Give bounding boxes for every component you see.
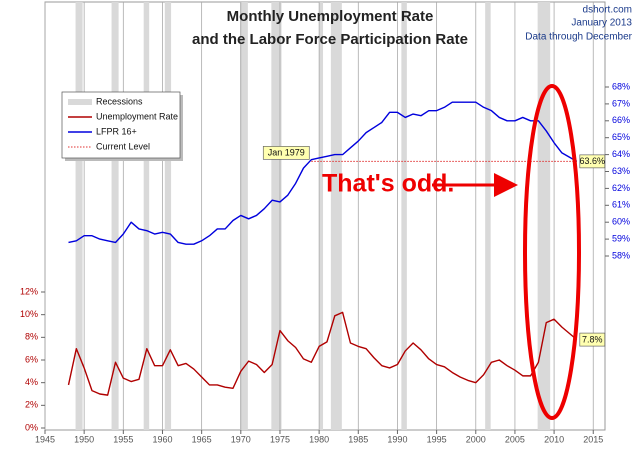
line-layer bbox=[67, 101, 578, 396]
source-note: January 2013 bbox=[571, 18, 632, 29]
x-tick-label: 1985 bbox=[348, 434, 368, 444]
annotation-layer: Jan 1979 63.6% 7.8% bbox=[262, 146, 606, 347]
source-note: Data through December bbox=[525, 32, 632, 43]
x-tick-label: 1955 bbox=[113, 434, 133, 444]
recession-band bbox=[401, 2, 407, 430]
legend-swatch bbox=[68, 99, 92, 105]
recession-band bbox=[485, 2, 491, 430]
y2-tick-label: 66% bbox=[612, 115, 630, 125]
axis-layer: 1945 1950 1955 1960 1965 1970 1975 1980 1985 1990… bbox=[20, 81, 630, 444]
recession-band bbox=[537, 2, 551, 430]
annotation-box bbox=[579, 332, 606, 347]
y-tick-label: 12% bbox=[20, 286, 38, 296]
chart-title: Monthly Unemployment Rate bbox=[227, 8, 434, 25]
y2-tick-label: 60% bbox=[612, 217, 630, 227]
y-tick-label: 10% bbox=[20, 309, 38, 319]
legend-label: Unemployment Rate bbox=[96, 111, 178, 121]
y2-tick-label: 61% bbox=[612, 200, 630, 210]
x-tick-label: 1965 bbox=[192, 434, 212, 444]
highlight-ellipse bbox=[523, 84, 581, 420]
x-tick-label: 2015 bbox=[583, 434, 603, 444]
x-tick-label: 1960 bbox=[152, 434, 172, 444]
y2-tick-label: 64% bbox=[612, 149, 630, 159]
x-tick-label: 1980 bbox=[309, 434, 329, 444]
x-tick-label: 2005 bbox=[505, 434, 525, 444]
y2-tick-label: 63% bbox=[612, 166, 630, 176]
x-tick-label: 1975 bbox=[270, 434, 290, 444]
recession-band bbox=[240, 2, 248, 430]
annotation-label: Jan 1979 bbox=[268, 148, 305, 158]
recession-layer bbox=[75, 2, 551, 430]
recession-band bbox=[75, 2, 83, 430]
legend-label: LFPR 16+ bbox=[96, 126, 137, 136]
legend-label: Current Level bbox=[96, 141, 150, 151]
x-tick-label: 1995 bbox=[427, 434, 447, 444]
x-tick-label: 1990 bbox=[387, 434, 407, 444]
recession-band bbox=[143, 2, 150, 430]
annotation-box bbox=[579, 154, 606, 169]
x-tick-label: 2000 bbox=[466, 434, 486, 444]
recession-band bbox=[164, 2, 172, 430]
y2-tick-label: 58% bbox=[612, 250, 630, 260]
y-tick-label: 0% bbox=[25, 422, 38, 432]
annotation-label: 7.8% bbox=[582, 334, 603, 344]
y2-tick-label: 62% bbox=[612, 183, 630, 193]
x-tick-label: 1950 bbox=[74, 434, 94, 444]
plot-frame bbox=[44, 1, 606, 431]
x-tick-label: 1945 bbox=[35, 434, 55, 444]
y2-tick-label: 65% bbox=[612, 132, 630, 142]
recession-band bbox=[111, 2, 119, 430]
annotation-label: 63.6% bbox=[580, 156, 606, 166]
y2-tick-label: 59% bbox=[612, 233, 630, 243]
y-tick-label: 6% bbox=[25, 354, 38, 364]
recession-band bbox=[319, 2, 324, 430]
y-tick-label: 4% bbox=[25, 377, 38, 387]
y-tick-label: 2% bbox=[25, 400, 38, 410]
x-tick-label: 2010 bbox=[544, 434, 564, 444]
chart-title: and the Labor Force Participation Rate bbox=[192, 31, 468, 48]
recession-band bbox=[271, 2, 282, 430]
source-note: dshort.com bbox=[583, 5, 632, 16]
y2-tick-label: 67% bbox=[612, 98, 630, 108]
y2-tick-label: 68% bbox=[612, 81, 630, 91]
series-line bbox=[67, 311, 578, 396]
series-line bbox=[68, 101, 578, 245]
grid-layer bbox=[44, 2, 594, 430]
legend-label: Recessions bbox=[96, 96, 143, 106]
legend: Recessions Unemployment Rate LFPR 16+ Curre… bbox=[61, 91, 183, 161]
y-tick-label: 8% bbox=[25, 332, 38, 342]
recession-band bbox=[330, 2, 342, 430]
x-tick-label: 1970 bbox=[231, 434, 251, 444]
annotation-box bbox=[262, 146, 310, 160]
